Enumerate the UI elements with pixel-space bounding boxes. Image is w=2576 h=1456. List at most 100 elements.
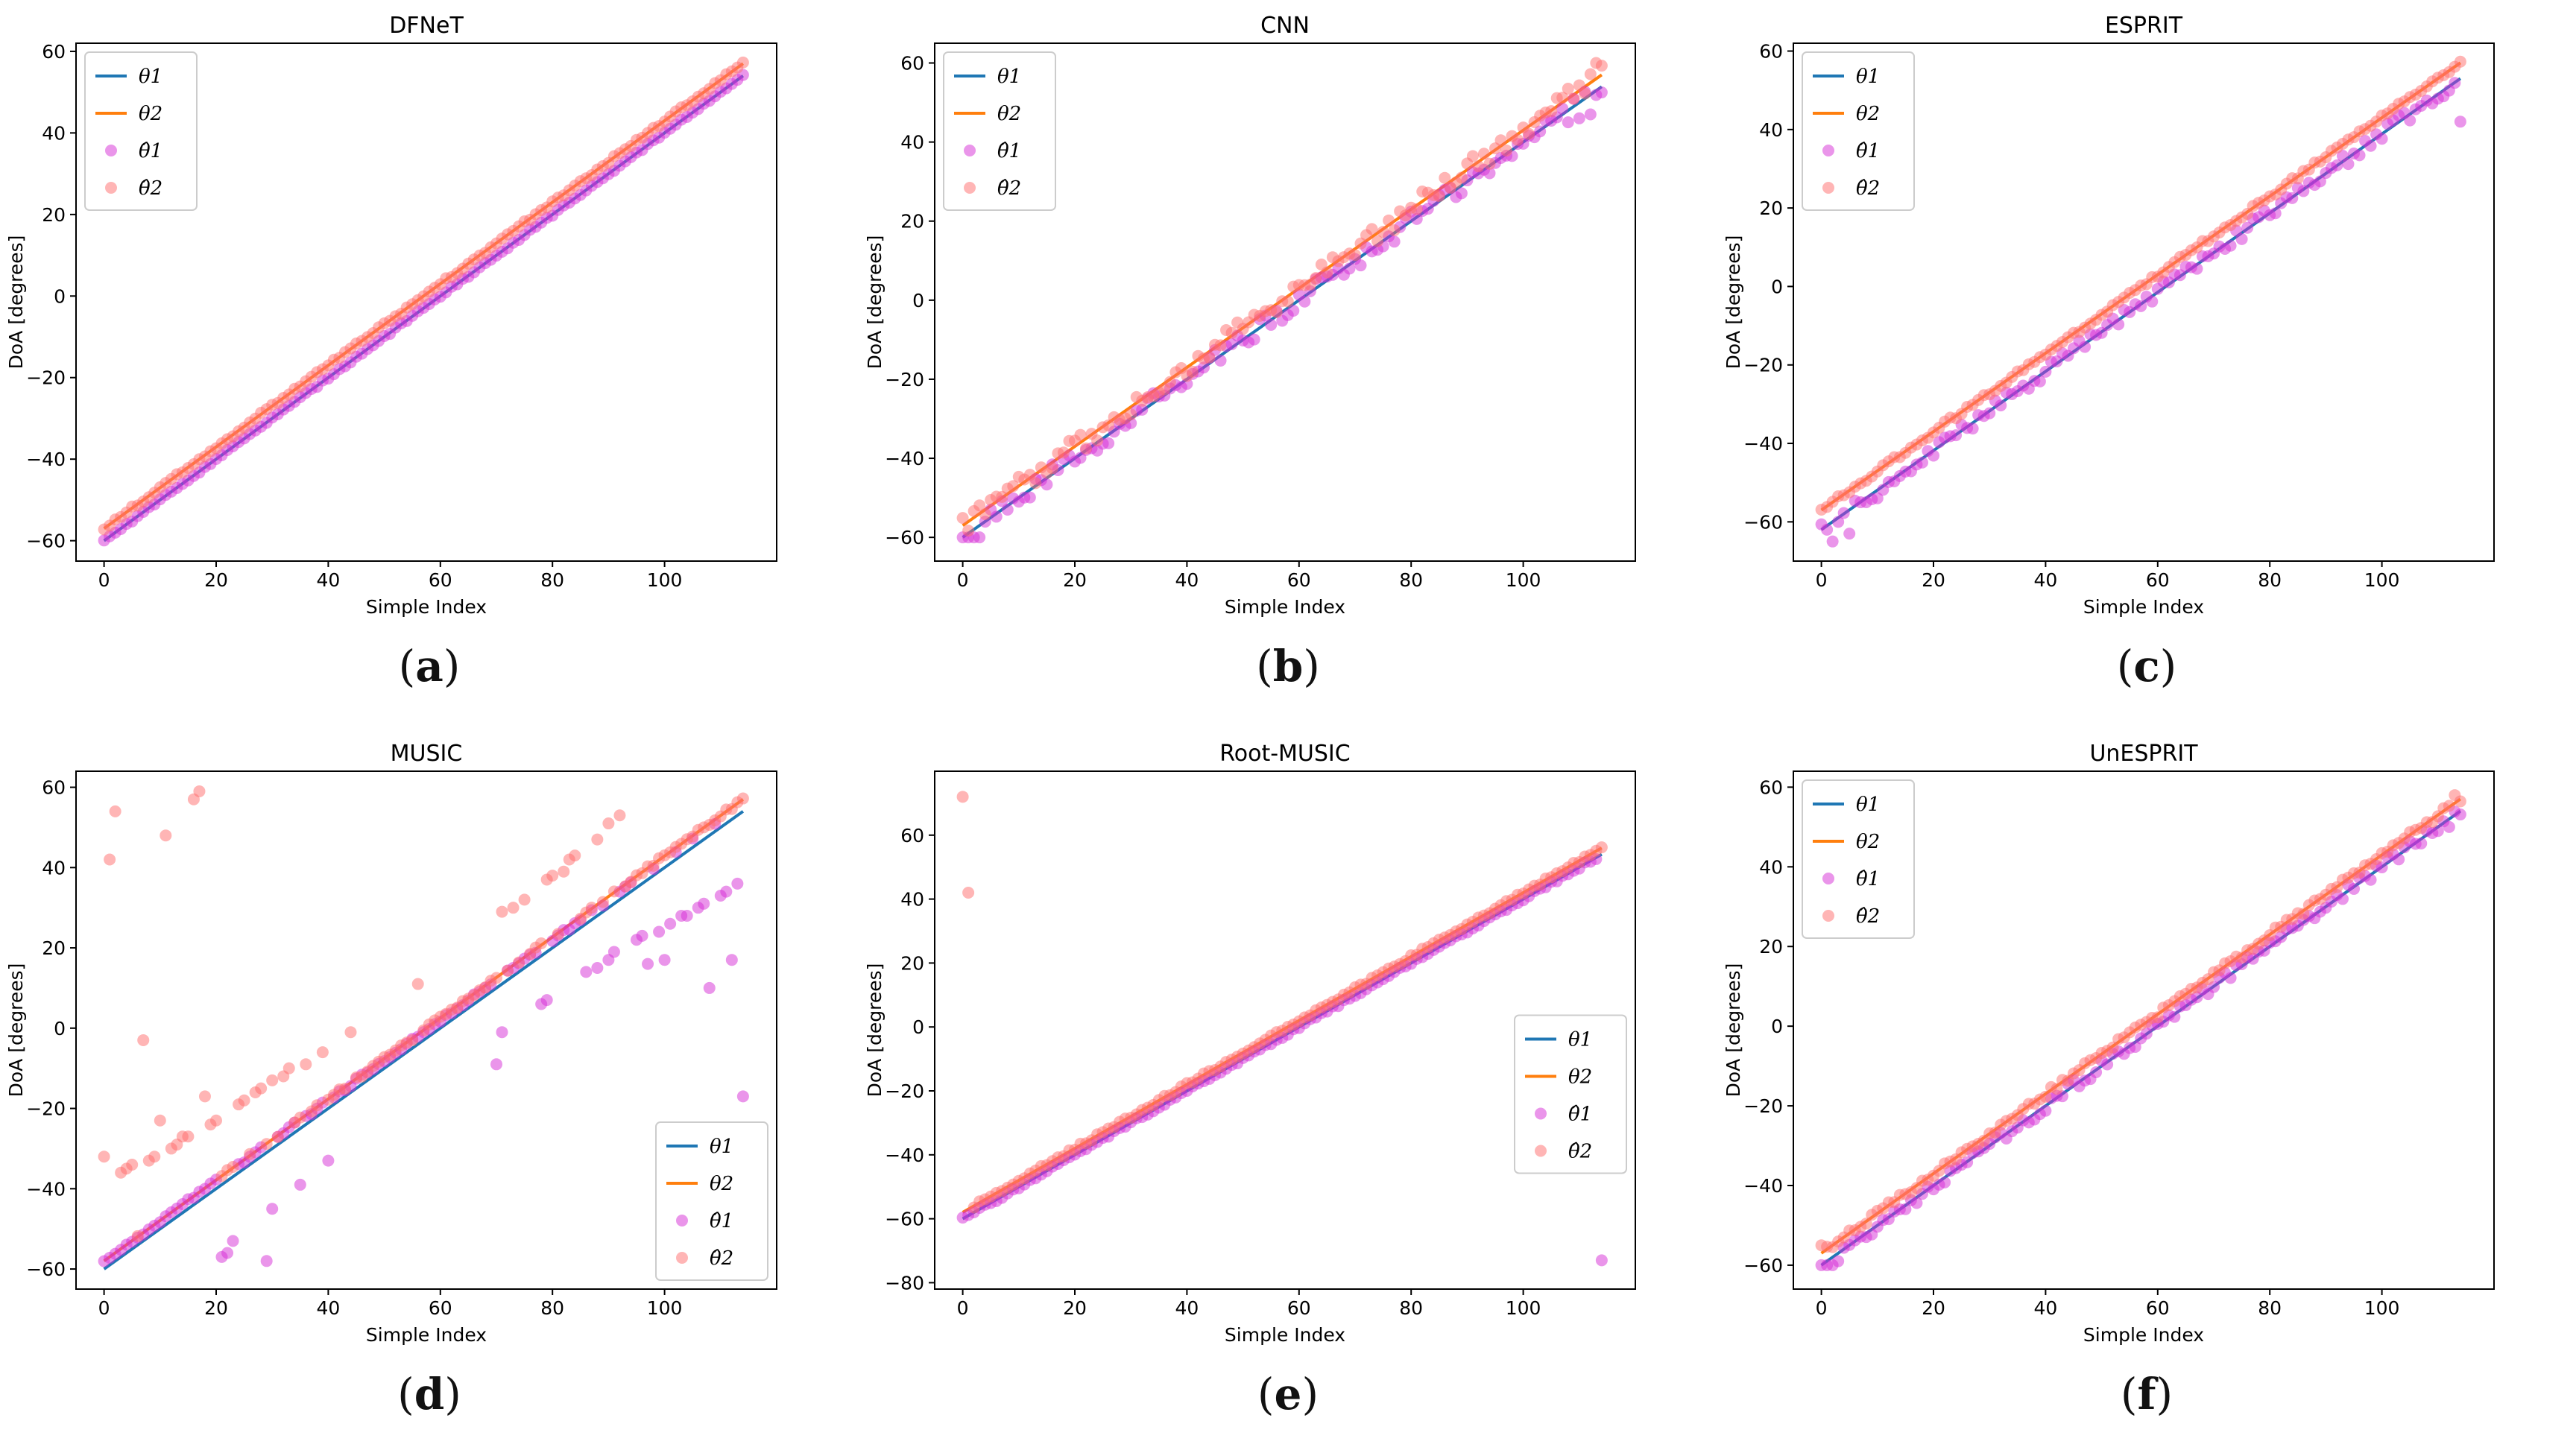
y-tick-label: −60 [26, 531, 66, 552]
legend-dot-marker [1822, 873, 1834, 884]
data-point [736, 56, 749, 69]
axes-frame [1793, 770, 2495, 1290]
subfigure-label-d: (d) [397, 1369, 461, 1419]
x-tick-label: 40 [316, 1297, 340, 1319]
y-tick-label: 40 [900, 889, 924, 911]
data-point [1494, 134, 1507, 147]
plot-area [98, 56, 749, 547]
data-point [1125, 408, 1137, 421]
x-axis-label: Simple Index [366, 596, 487, 618]
data-point [613, 809, 626, 822]
data-point [1545, 105, 1558, 118]
data-point [591, 833, 604, 846]
data-point [109, 805, 121, 817]
data-point [300, 1058, 312, 1071]
data-point [956, 512, 969, 525]
data-point [1388, 224, 1401, 237]
data-point [98, 1150, 110, 1163]
data-point [496, 905, 508, 918]
data-point [1871, 492, 1884, 504]
data-point [1961, 1156, 1974, 1168]
legend-entry-3: θ̂1 [1856, 868, 1880, 890]
x-tick-label: 100 [1506, 1297, 1541, 1319]
y-tick-label: 20 [900, 211, 924, 232]
data-point [2431, 825, 2444, 838]
data-point [255, 1082, 268, 1095]
data-point [2375, 133, 2388, 145]
data-point [2224, 972, 2237, 984]
data-point [2454, 115, 2466, 128]
y-tick-label: 20 [1759, 936, 1783, 958]
data-point [2033, 375, 2046, 387]
data-point [2353, 149, 2366, 162]
x-tick-label: 80 [540, 569, 564, 591]
data-point [1512, 133, 1524, 146]
legend-entry-2: θ2 [1568, 1066, 1592, 1089]
y-tick-label: −20 [885, 1080, 924, 1102]
data-point [1080, 442, 1093, 455]
data-point [1007, 480, 1020, 493]
data-point [1377, 226, 1389, 238]
chart-b: CNN 0 20 40 60 80 100 −60 −40 −20 0 20 40 60 Simple In… [864, 13, 1636, 618]
data-point [1091, 434, 1104, 447]
chart-title: MUSIC [391, 741, 463, 767]
data-point [294, 1111, 306, 1124]
x-tick-label: 20 [1922, 1297, 1945, 1319]
data-point [1046, 462, 1058, 475]
data-point [2051, 1083, 2063, 1095]
axes-frame [75, 42, 777, 562]
legend-entry-2: θ2 [997, 103, 1021, 125]
x-tick-label: 60 [429, 569, 452, 591]
data-point [1214, 354, 1227, 367]
data-point [2415, 837, 2428, 849]
y-tick-label: 60 [1759, 776, 1783, 798]
y-tick-label: 60 [900, 825, 924, 846]
y-axis-label: DoA [degrees] [1723, 235, 1744, 370]
y-tick-label: −20 [1743, 355, 1783, 376]
x-tick-label: 20 [1922, 569, 1945, 591]
legend: θ1 θ2 θ̂1 θ̂2 [1802, 779, 1915, 939]
data-point [558, 865, 570, 878]
data-point [2443, 800, 2455, 812]
axes-frame [934, 770, 1636, 1290]
data-point [1225, 338, 1238, 351]
data-point [1383, 214, 1395, 227]
data-point [2241, 221, 2254, 234]
data-point [653, 925, 666, 938]
data-point [1349, 249, 1361, 262]
data-point [720, 885, 733, 898]
y-tick-label: 60 [1759, 41, 1783, 63]
y-tick-label: 0 [912, 1016, 924, 1038]
data-point [2364, 873, 2377, 886]
x-axis-label: Simple Index [2083, 596, 2204, 618]
legend: θ1 θ2 θ̂1 θ̂2 [943, 51, 1056, 211]
data-point [1523, 127, 1535, 140]
legend-dot-marker [1822, 145, 1834, 156]
data-point [2191, 262, 2203, 275]
legend-entry-1: θ1 [1568, 1029, 1592, 1051]
y-tick-label: −60 [1743, 1255, 1783, 1276]
x-tick-label: 80 [1399, 1297, 1423, 1319]
legend-dot-marker [105, 145, 117, 156]
x-tick-label: 0 [957, 1297, 969, 1319]
data-point [193, 785, 206, 797]
data-point [518, 893, 531, 906]
data-point [182, 1130, 195, 1143]
x-tick-label: 60 [2146, 569, 2170, 591]
y-axis-label: DoA [degrees] [864, 235, 886, 370]
legend-entry-4: θ̂2 [1856, 177, 1880, 200]
x-axis-label: Simple Index [1225, 596, 1345, 618]
legend-entry-3: θ̂1 [1568, 1104, 1592, 1126]
data-point [1966, 422, 1979, 435]
plot-area [98, 785, 749, 1270]
data-point [1366, 223, 1378, 235]
legend-dot-marker [964, 182, 976, 194]
data-point [338, 1082, 351, 1095]
data-point [406, 1034, 419, 1047]
data-point [2174, 269, 2186, 282]
data-point [681, 909, 693, 922]
data-point [1472, 160, 1485, 173]
data-point [1388, 235, 1401, 248]
data-point [154, 1114, 166, 1127]
data-point [1102, 437, 1115, 449]
